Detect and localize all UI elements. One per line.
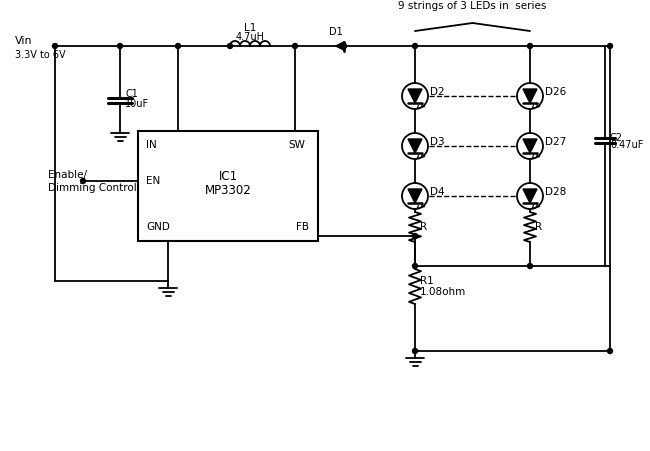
Circle shape (118, 43, 122, 49)
Circle shape (413, 263, 417, 268)
Text: Enable/: Enable/ (48, 170, 87, 180)
Polygon shape (523, 89, 537, 103)
Text: 0.47uF: 0.47uF (610, 140, 644, 150)
Text: 9 strings of 3 LEDs in  series: 9 strings of 3 LEDs in series (398, 1, 547, 11)
Text: C2: C2 (610, 133, 623, 143)
Polygon shape (523, 139, 537, 153)
Circle shape (341, 43, 346, 49)
Text: EN: EN (146, 176, 161, 186)
Text: Dimming Control: Dimming Control (48, 183, 136, 193)
Circle shape (528, 263, 532, 268)
Circle shape (292, 43, 298, 49)
Text: D1: D1 (329, 27, 343, 37)
Text: D27: D27 (545, 137, 566, 147)
Bar (138, 131, 318, 241)
Text: 4.7uH: 4.7uH (235, 32, 265, 42)
Text: 10uF: 10uF (125, 99, 149, 109)
Circle shape (53, 43, 57, 49)
Text: D2: D2 (430, 87, 445, 97)
Circle shape (608, 349, 612, 354)
Circle shape (413, 43, 417, 49)
Text: D3: D3 (430, 137, 445, 147)
Polygon shape (523, 189, 537, 203)
Text: MP3302: MP3302 (205, 184, 252, 197)
Text: Vin: Vin (15, 36, 32, 46)
Text: FB: FB (296, 222, 309, 232)
Text: IC1: IC1 (218, 170, 237, 183)
Polygon shape (408, 189, 422, 203)
Circle shape (227, 43, 233, 49)
Text: D4: D4 (430, 187, 445, 197)
Circle shape (413, 234, 417, 239)
Text: R1: R1 (420, 276, 434, 286)
Polygon shape (408, 139, 422, 153)
Text: 3.3V to 6V: 3.3V to 6V (15, 50, 66, 60)
Circle shape (608, 43, 612, 49)
Text: D26: D26 (545, 87, 566, 97)
Text: C1: C1 (125, 89, 138, 99)
Text: 1.08ohm: 1.08ohm (420, 287, 466, 297)
Text: GND: GND (146, 222, 170, 232)
Circle shape (81, 179, 86, 184)
Polygon shape (335, 41, 344, 51)
Polygon shape (408, 89, 422, 103)
Text: R: R (420, 222, 427, 232)
Text: IN: IN (146, 140, 157, 150)
Text: R: R (535, 222, 542, 232)
Text: D28: D28 (545, 187, 566, 197)
Text: L1: L1 (244, 23, 256, 33)
Circle shape (176, 43, 181, 49)
Circle shape (528, 43, 532, 49)
Text: SW: SW (288, 140, 305, 150)
Circle shape (413, 349, 417, 354)
